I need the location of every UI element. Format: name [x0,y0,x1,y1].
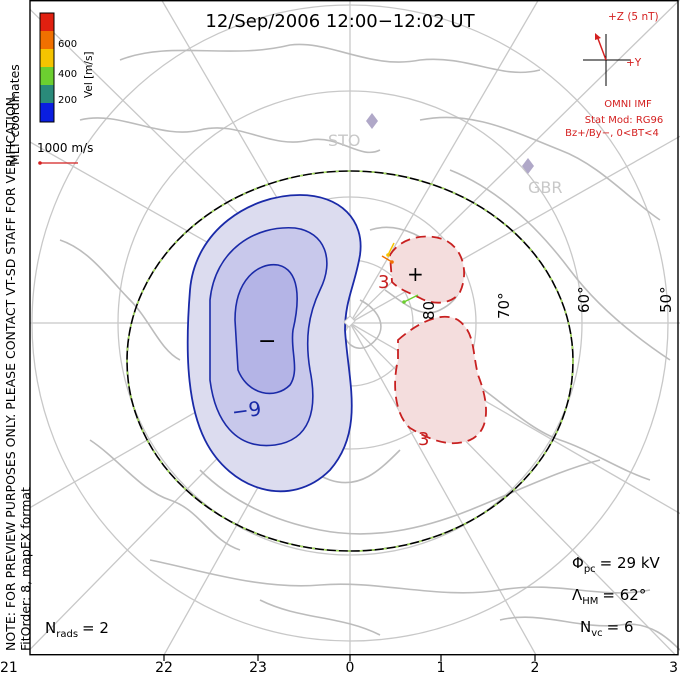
velocity-scale-label: 1000 m/s [37,141,93,155]
mlt-label-21: 21 [0,660,18,674]
negative-contour-label: −9 [230,396,263,424]
imf-source-label: OMNI IMF [604,99,652,110]
mlt-label-3: 3 [669,660,678,674]
negative-potential-cell: −9 − [186,194,362,493]
colorbar-label: Vel [m/s] [83,51,95,98]
velocity-scale: 1000 m/s [37,141,93,165]
coastlines [59,43,680,651]
imf-condition-label: Bz+/By−, 0<BT<4 [565,128,659,139]
fit-statistics: Φpc = 29 kV ΛHM = 62° Nvc = 6 Nrads = 2 [45,554,661,640]
imf-z-label: +Z (5 nT) [608,11,659,23]
mlt-label-1: 1 [437,660,446,674]
velocity-vectors [381,242,419,304]
map-title: 12/Sep/2006 12:00−12:02 UT [205,11,475,32]
fit-order-note: FitOrder: 8, mapEX format [18,487,33,651]
coordinate-system-label: MLT coordinates [7,64,22,165]
phi-pc-stat: Φpc = 29 kV [572,554,661,575]
n-rads-stat: Nrads = 2 [45,619,109,640]
station-label-sto: STO [328,131,361,150]
positive-contour-upper [389,235,466,304]
imf-clock: +Z (5 nT) +Y OMNI IMF Stat Mod: RG96 Bz+… [565,11,663,139]
colorbar-tick-200: 200 [58,95,77,106]
mlt-label-23: 23 [249,660,267,674]
colorbar-tick-600: 600 [58,39,77,50]
mlt-label-22: 22 [155,660,173,674]
mlt-ticks [163,655,536,661]
lat-label-70: 70° [495,292,513,319]
phi-pc-value: = 29 kV [600,554,661,572]
positive-contour-lower [394,315,487,445]
imf-vector [596,35,607,61]
hm-boundary [126,170,574,552]
preview-note: NOTE: FOR PREVIEW PURPOSES ONLY. PLEASE … [3,93,18,651]
lambda-hm-stat: ΛHM = 62° [572,586,646,607]
potential-minimum-marker: − [258,329,276,354]
mlt-label-0: 0 [346,660,355,674]
colorbar-tick-400: 400 [58,69,77,80]
lat-label-50: 50° [657,286,675,313]
positive-contour-label-b: 3 [418,429,429,450]
imf-model-label: Stat Mod: RG96 [585,115,664,126]
station-gbr: GBR [522,158,563,197]
station-label-gbr: GBR [528,178,563,197]
n-rads-value: = 2 [82,619,109,637]
lat-label-60: 60° [575,286,593,313]
station-sto: STO [328,113,378,150]
latitude-labels: 80 70° 60° 50° [420,286,675,320]
positive-contour-label-a: 3 [378,272,389,293]
pole-marker [343,315,356,328]
imf-y-label: +Y [626,57,642,69]
mlt-labels: 21 22 23 0 1 2 3 [0,660,678,674]
potential-maximum-marker: + [407,262,424,286]
plot-frame [29,0,679,656]
n-vc-stat: Nvc = 6 [580,618,634,639]
mlt-label-2: 2 [531,660,540,674]
velocity-colorbar: 600 400 200 Vel [m/s] [39,12,95,123]
negative-contour-inner [234,263,298,395]
lat-label-80: 80 [420,301,438,320]
n-vc-value: = 6 [607,618,634,636]
positive-potential-cell: 3 3 + [378,235,487,450]
lambda-hm-value: = 62° [602,586,646,604]
